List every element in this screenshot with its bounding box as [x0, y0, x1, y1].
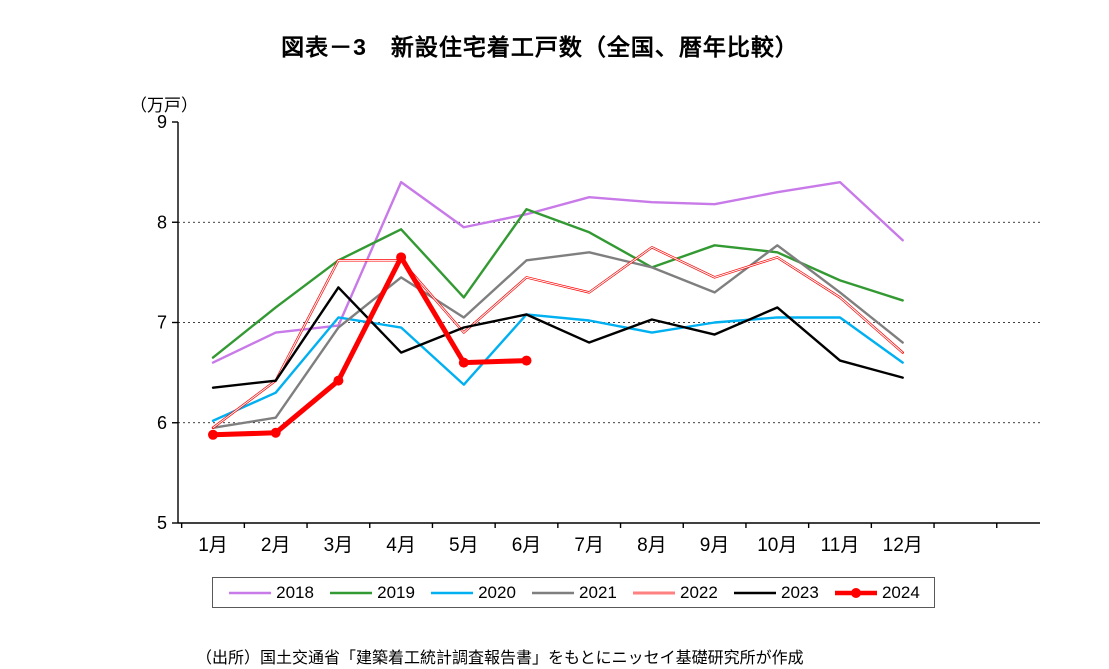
- legend-label-2024: 2024: [881, 582, 920, 602]
- series-marker-2024-4: [396, 252, 407, 263]
- x-tick-label-11月: 11月: [821, 535, 860, 556]
- series-line-2018: [211, 180, 904, 364]
- x-tick-label-10月: 10月: [757, 535, 797, 556]
- chart-legend: 2018 2019 2020 2021 2022 2023 2024: [212, 577, 935, 608]
- legend-item-2020: 2020: [429, 583, 516, 603]
- series-marker-2024-5: [458, 357, 469, 368]
- series-marker-2024-6: [521, 355, 532, 366]
- x-tick-label-12月: 12月: [883, 535, 923, 556]
- legend-item-2021: 2021: [530, 583, 617, 603]
- series-marker-2024-2: [270, 427, 281, 438]
- x-tick-label-9月: 9月: [700, 535, 730, 556]
- legend-item-2024: 2024: [833, 583, 920, 603]
- legend-sample-2019: [330, 591, 373, 594]
- series-line-2019: [211, 208, 904, 359]
- legend-item-2023: 2023: [732, 583, 819, 603]
- legend-sample-2023: [733, 591, 776, 594]
- y-tick-label-8: 8: [157, 212, 167, 232]
- y-tick-label-5: 5: [157, 513, 167, 533]
- x-tick-label-1月: 1月: [198, 535, 228, 556]
- series-marker-2024-1: [208, 429, 218, 440]
- legend-label-2023: 2023: [780, 582, 819, 602]
- legend-item-2019: 2019: [328, 583, 415, 603]
- series-line-2024: [210, 254, 529, 438]
- legend-sample-2020: [431, 591, 474, 594]
- x-tick-label-8月: 8月: [637, 535, 667, 556]
- legend-sample-2018: [229, 591, 272, 594]
- source-note: （出所）国土交通省「建築着工統計調査報告書」をもとにニッセイ基礎研究所が作成: [196, 650, 804, 667]
- y-tick-label-6: 6: [157, 413, 167, 433]
- x-tick-label-6月: 6月: [512, 535, 542, 556]
- y-tick-label-7: 7: [157, 313, 167, 333]
- x-tick-label-5月: 5月: [449, 535, 479, 556]
- x-tick-label-7月: 7月: [574, 535, 604, 556]
- legend-item-2022: 2022: [631, 583, 718, 603]
- series-line-2020: [211, 313, 904, 422]
- x-tick-label-4月: 4月: [386, 535, 416, 556]
- series-line-2021: [211, 244, 904, 429]
- chart-title: 図表－3 新設住宅着工戸数（全国、暦年比較）: [281, 34, 799, 60]
- legend-label-2022: 2022: [680, 582, 718, 602]
- series-line-2023: [211, 286, 904, 389]
- legend-sample-2021: [532, 591, 575, 594]
- legend-item-2018: 2018: [227, 583, 314, 603]
- y-tick-label-9: 9: [157, 112, 167, 132]
- series-marker-2024-3: [333, 375, 344, 386]
- series-line-inner-2022: [212, 246, 904, 429]
- x-tick-label-2月: 2月: [261, 535, 291, 556]
- legend-label-2021: 2021: [579, 582, 617, 602]
- legend-label-2020: 2020: [478, 582, 516, 602]
- legend-sample-2022: [633, 591, 676, 594]
- x-tick-label-3月: 3月: [324, 535, 354, 556]
- legend-label-2018: 2018: [276, 582, 314, 602]
- legend-label-2019: 2019: [377, 582, 415, 602]
- legend-sample-2024: [834, 587, 877, 598]
- y-axis-unit-label: （万戸）: [130, 96, 198, 115]
